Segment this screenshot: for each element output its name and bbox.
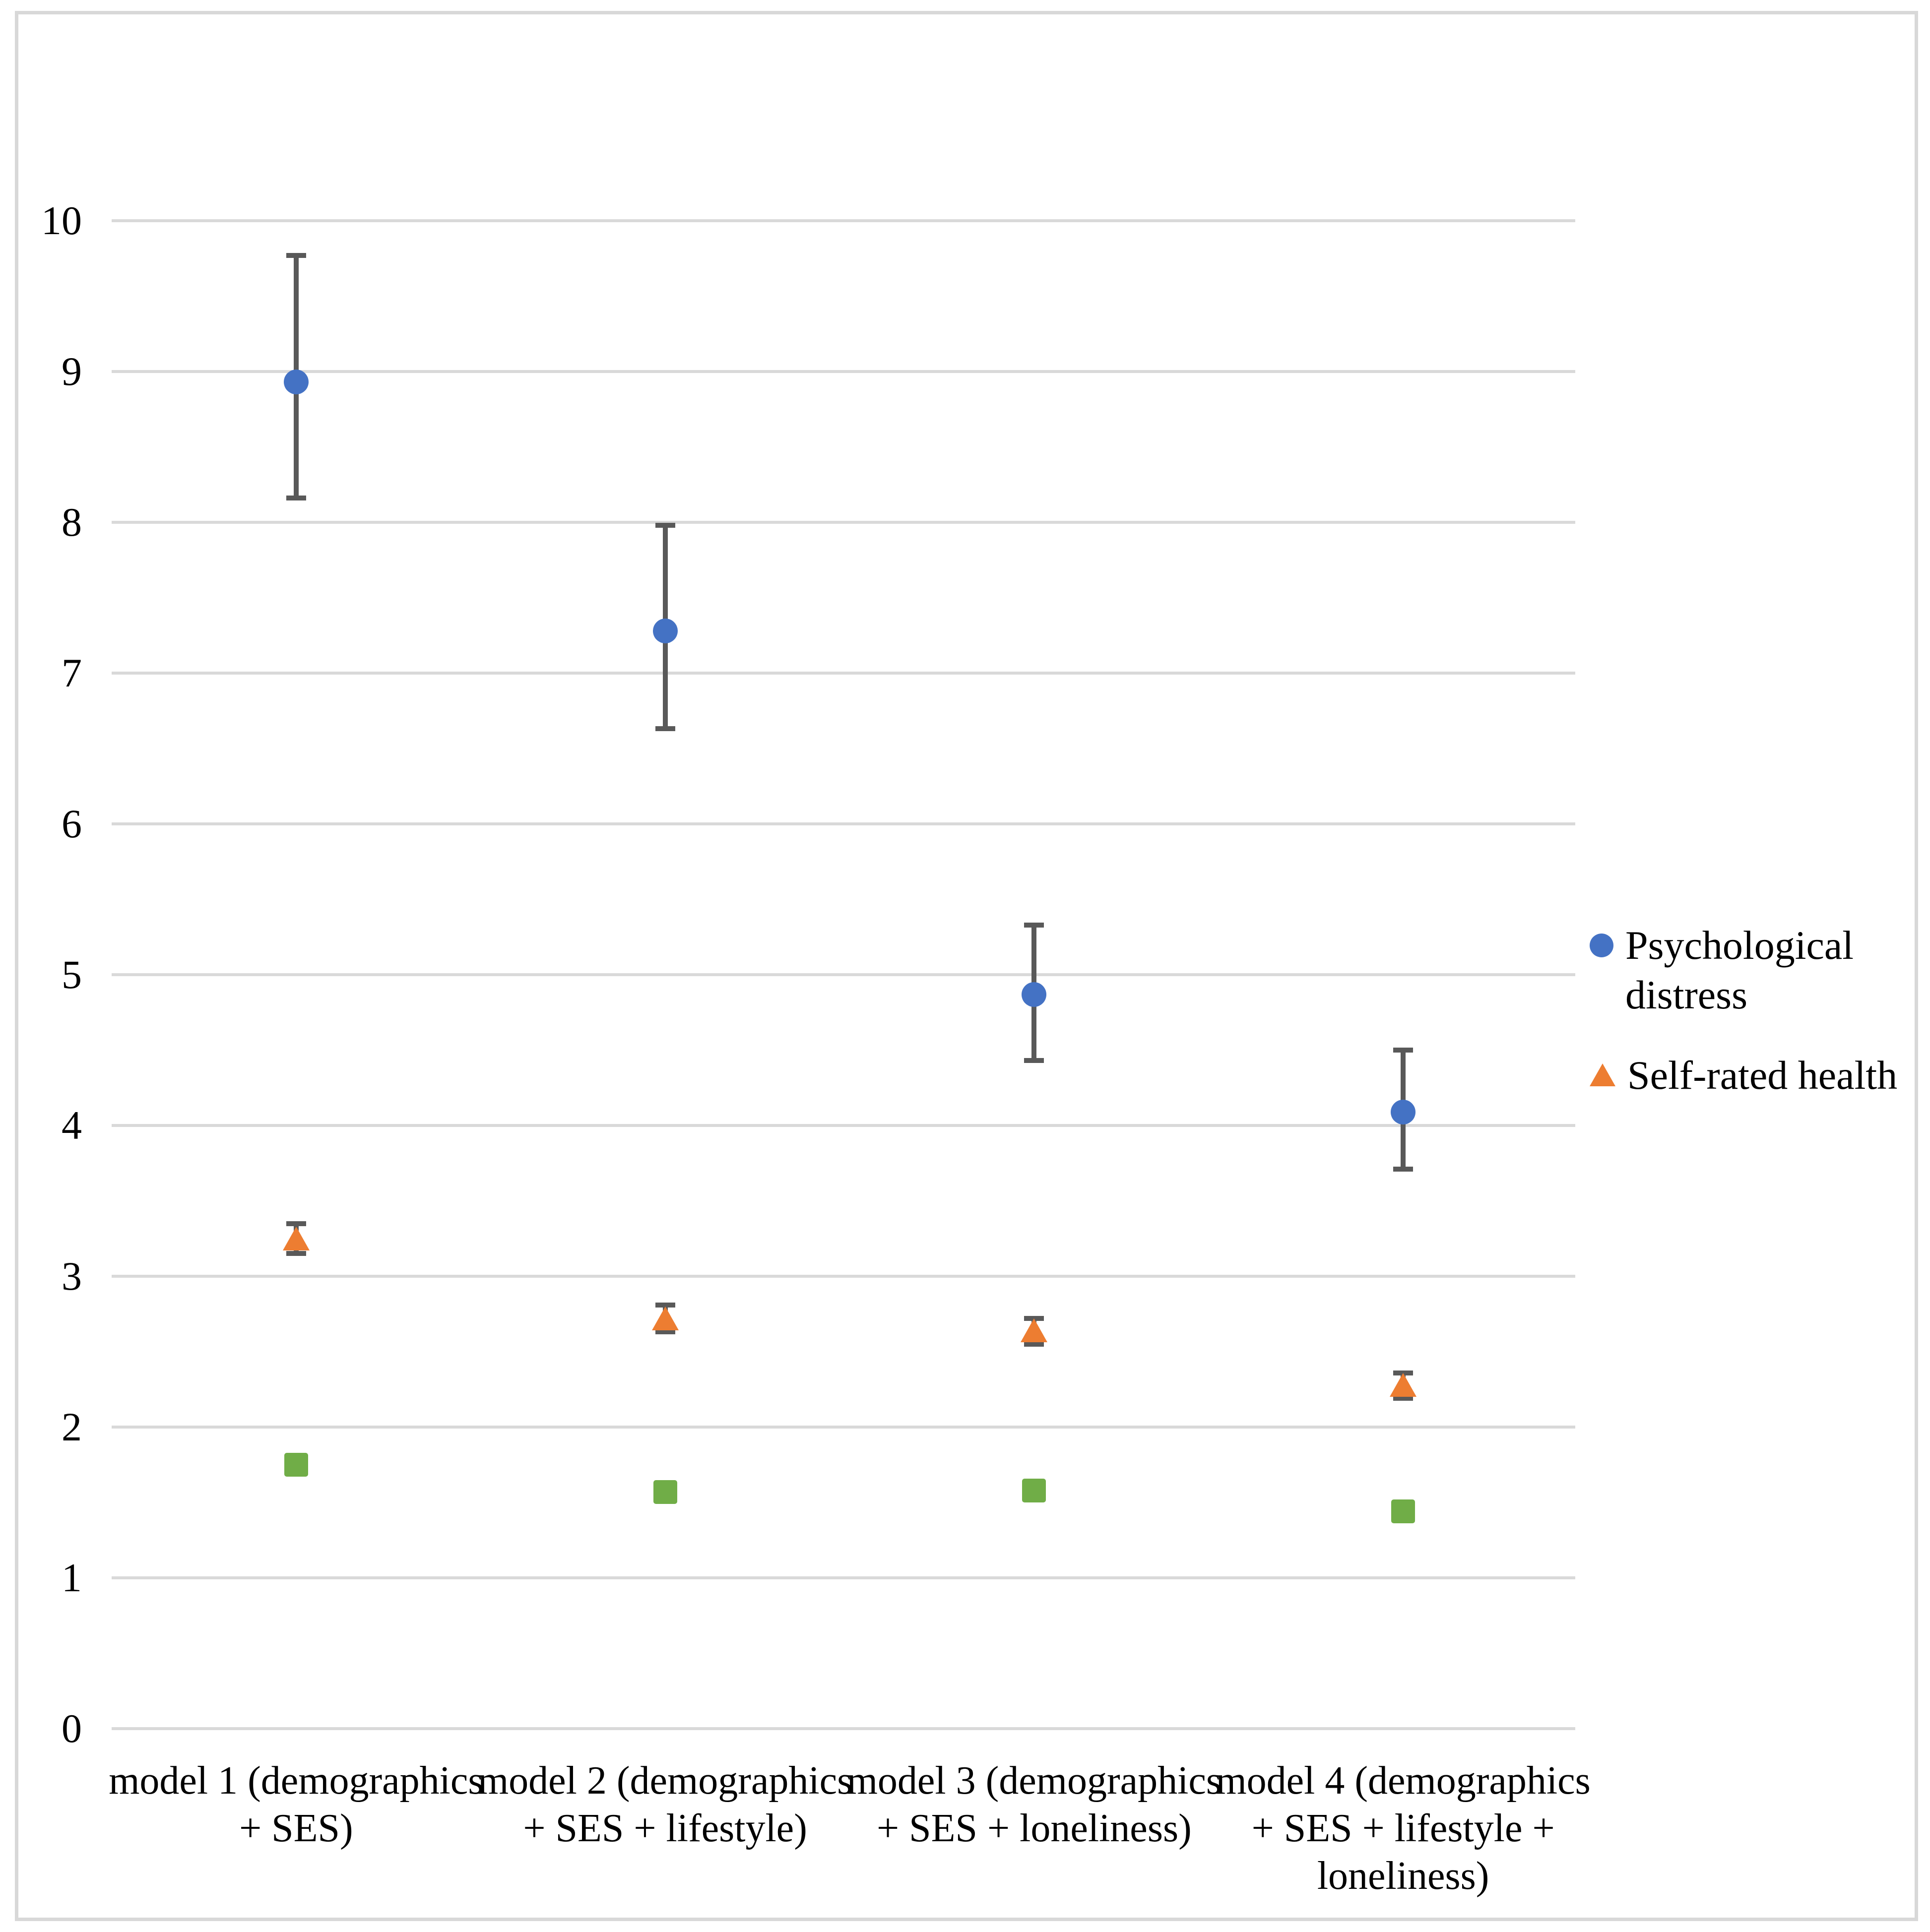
error-bar-cap bbox=[655, 726, 675, 732]
error-bar-cap bbox=[1024, 1341, 1044, 1347]
y-tick-label: 0 bbox=[62, 1706, 82, 1751]
x-category-label: model 2 (demographics + SES + lifestyle) bbox=[477, 1759, 853, 1850]
y-tick-label: 2 bbox=[62, 1404, 82, 1449]
y-tick-label: 3 bbox=[62, 1253, 82, 1299]
data-point-circle bbox=[283, 370, 309, 395]
x-category-label: model 3 (demographics + SES + loneliness… bbox=[846, 1759, 1222, 1850]
gridline bbox=[112, 1275, 1575, 1278]
data-point-circle bbox=[652, 618, 678, 643]
error-bar-cap bbox=[286, 252, 306, 258]
y-tick-label: 10 bbox=[41, 198, 82, 243]
error-bar-cap bbox=[286, 1251, 306, 1256]
data-point-square bbox=[1022, 1478, 1046, 1502]
legend-label: Psychological distress bbox=[1625, 923, 1854, 1017]
data-point-circle bbox=[1022, 982, 1047, 1007]
legend-label: Self-rated health bbox=[1627, 1053, 1898, 1098]
data-point-triangle bbox=[651, 1307, 679, 1331]
gridline bbox=[112, 1124, 1575, 1127]
gridline bbox=[112, 1426, 1575, 1429]
y-tick-label: 4 bbox=[62, 1103, 82, 1148]
legend-triangle-icon bbox=[1590, 1063, 1615, 1086]
gridline bbox=[112, 672, 1575, 675]
legend-circle-icon bbox=[1590, 934, 1613, 957]
y-tick-label: 6 bbox=[62, 801, 82, 846]
legend-item: Self-rated health bbox=[1590, 1051, 1911, 1100]
error-bar-cap bbox=[1024, 922, 1044, 928]
error-bar-cap bbox=[655, 523, 675, 528]
error-bar-cap bbox=[1393, 1396, 1414, 1401]
gridline bbox=[112, 973, 1575, 976]
gridline bbox=[112, 1727, 1575, 1730]
data-point-circle bbox=[1391, 1099, 1416, 1124]
data-point-square bbox=[653, 1480, 677, 1504]
error-bar-cap bbox=[1024, 1316, 1044, 1321]
gridline bbox=[112, 521, 1575, 524]
gridline bbox=[112, 1576, 1575, 1579]
y-tick-label: 8 bbox=[62, 499, 82, 545]
y-tick-label: 5 bbox=[62, 952, 82, 997]
data-point-square bbox=[1391, 1499, 1415, 1524]
legend-item: Psychological distress bbox=[1590, 921, 1911, 1020]
error-bar-cap bbox=[1393, 1370, 1414, 1375]
gridline bbox=[112, 370, 1575, 373]
error-bar-cap bbox=[1393, 1167, 1414, 1172]
y-tick-label: 9 bbox=[62, 349, 82, 394]
legend: Psychological distress Self-rated health bbox=[1590, 921, 1911, 1100]
error-bar-cap bbox=[1024, 1058, 1044, 1063]
error-bar-cap bbox=[286, 496, 306, 501]
y-tick-label: 1 bbox=[62, 1555, 82, 1600]
error-bar-cap bbox=[655, 1329, 675, 1335]
data-point-square bbox=[284, 1453, 308, 1477]
error-bar-cap bbox=[655, 1302, 675, 1308]
data-point-triangle bbox=[1390, 1372, 1417, 1397]
error-bar-cap bbox=[1393, 1048, 1414, 1053]
x-category-label: model 4 (demographics + SES + lifestyle … bbox=[1216, 1759, 1591, 1898]
gridline bbox=[112, 219, 1575, 222]
x-category-label: model 1 (demographics + SES) bbox=[109, 1759, 484, 1850]
error-bar-cap bbox=[286, 1221, 306, 1226]
data-point-triangle bbox=[282, 1227, 310, 1250]
y-tick-label: 7 bbox=[62, 650, 82, 695]
data-point-triangle bbox=[1021, 1318, 1048, 1343]
gridline bbox=[112, 822, 1575, 825]
